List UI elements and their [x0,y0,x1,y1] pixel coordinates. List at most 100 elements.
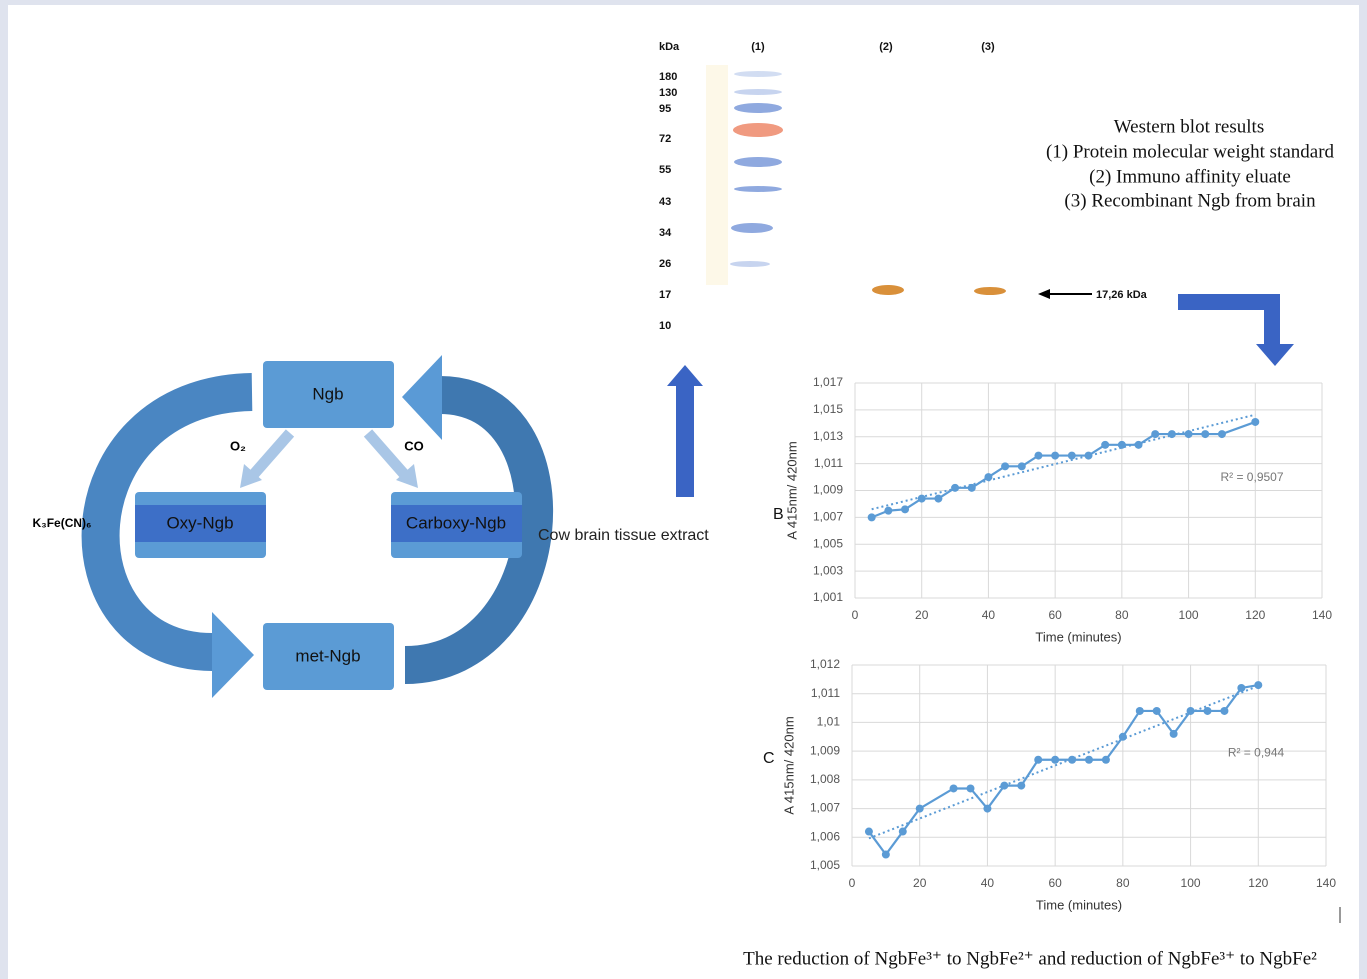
edge-label: O₂ [230,438,246,453]
data-point [1167,430,1176,439]
cycle-diagram: Ngb Oxy-Ngb Carboxy-Ngb met-Ngb O₂ CO K₃… [33,355,709,698]
data-point [983,804,992,813]
ladder-band [730,261,770,267]
y-tick-label: 1,001 [813,590,843,604]
arrow-head [1256,344,1294,366]
marker-label: 17 [659,289,671,301]
y-tick-label: 1,005 [810,858,840,872]
r2-annotation: R² = 0,944 [1228,746,1285,760]
arc-arrow [81,373,253,671]
y-tick-label: 1,005 [813,536,843,550]
ladder-band [734,157,782,167]
y-tick-label: 1,009 [813,483,843,497]
ladder-band [734,103,782,113]
x-tick-label: 20 [915,608,929,622]
arrow-head [402,355,442,440]
legend-item: (2) Immuno affinity eluate [1089,166,1291,187]
data-point [966,784,975,793]
data-point [1152,706,1161,715]
data-point [915,804,924,813]
y-tick-label: 1,008 [810,772,840,786]
x-tick-label: 100 [1181,876,1201,890]
data-point [881,850,890,859]
y-tick-label: 1,007 [813,510,843,524]
legend-item: (1) Protein molecular weight standard [1046,141,1335,162]
x-tick-label: 60 [1048,876,1062,890]
elbow-arrow [1178,294,1280,345]
data-point [1051,755,1060,764]
marker-label: 43 [659,196,671,208]
marker-label: 34 [659,227,672,239]
data-point [1084,451,1093,460]
y-tick-label: 1,011 [814,456,843,470]
western-blot: kDa (1) (2) (3) 180 130 95 72 55 43 34 26 17 10 1… [659,41,1335,366]
arrow-head [212,612,254,698]
lane-smear [706,65,728,285]
data-point [1134,440,1143,449]
x-tick-label: 140 [1312,608,1332,622]
small-arrow [363,429,409,478]
data-point [864,827,873,836]
ladder-band [734,186,782,192]
node-band [135,505,266,542]
y-tick-label: 1,012 [810,657,840,671]
data-point [1135,706,1144,715]
band-label: 17,26 kDa [1096,289,1148,301]
lane-label: (1) [751,41,765,53]
x-tick-label: 80 [1116,876,1130,890]
x-tick-label: 120 [1245,608,1265,622]
x-tick-label: 60 [1048,608,1062,622]
legend-title: Western blot results [1114,116,1264,137]
data-point [934,494,943,503]
data-point [1169,729,1178,738]
marker-label: 55 [659,164,671,176]
data-point [1067,451,1076,460]
y-tick-label: 1,006 [810,829,840,843]
data-point [1051,451,1060,460]
data-point [1101,440,1110,449]
data-point [898,827,907,836]
x-tick-label: 140 [1316,876,1336,890]
unit-label: kDa [659,41,680,53]
x-axis-label: Time (minutes) [1036,897,1122,912]
y-tick-label: 1,003 [813,563,843,577]
x-tick-label: 120 [1248,876,1268,890]
node-band [391,505,522,542]
r2-annotation: R² = 0,9507 [1220,470,1283,484]
data-point [884,506,893,515]
data-point [1085,755,1093,764]
data-point [1237,683,1246,692]
lane-label: (2) [879,41,893,53]
y-tick-label: 1,015 [813,402,843,416]
data-point [917,494,926,503]
x-axis-label: Time (minutes) [1035,629,1121,644]
y-tick-label: 1,013 [813,429,843,443]
lane-label: (3) [981,41,995,53]
x-tick-label: 80 [1115,608,1129,622]
data-point [951,483,960,492]
data-point [984,473,993,482]
data-point [1000,781,1009,790]
source-label: Cow brain tissue extract [538,527,709,544]
sample-band [872,285,904,295]
data-point [1034,451,1043,460]
caption: The reduction of NgbFe³⁺ to NgbFe²⁺ and … [743,948,1317,969]
arrow-head [396,464,418,488]
data-point [1101,755,1110,764]
legend-item: (3) Recombinant Ngb from brain [1064,190,1316,211]
data-point [1001,462,1010,471]
small-arrow [249,429,295,478]
data-point [867,513,876,522]
data-point [1184,430,1193,439]
data-point [1217,430,1226,439]
data-point [1186,706,1195,715]
arrow-head [1038,289,1050,299]
data-point [1117,440,1126,449]
trendline [871,413,1256,511]
data-point [1034,755,1043,764]
panel-label: B [773,506,784,523]
y-axis-label: A 415nm/ 420nm [781,716,796,814]
marker-label: 72 [659,133,671,145]
arc-arrow [404,376,554,684]
